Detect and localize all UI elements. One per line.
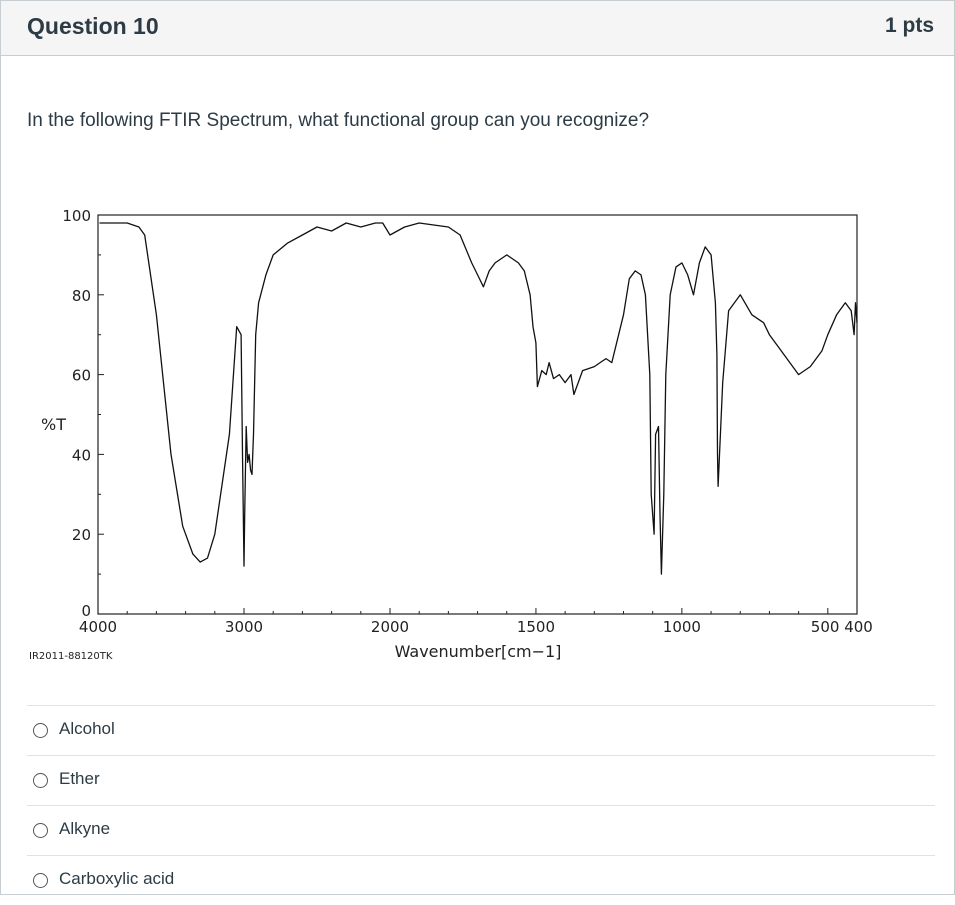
radio-button[interactable] — [33, 823, 48, 838]
answer-option-alkyne[interactable]: Alkyne — [27, 805, 935, 855]
answer-option-ether[interactable]: Ether — [27, 755, 935, 805]
answer-label[interactable]: Alkyne — [59, 819, 111, 838]
answer-label[interactable]: Carboxylic acid — [59, 869, 175, 888]
answer-option-alcohol[interactable]: Alcohol — [27, 705, 935, 755]
question-points: 1 pts — [884, 14, 934, 37]
x-tick-label: 500 400 — [811, 618, 873, 636]
radio-button[interactable] — [33, 873, 48, 888]
answer-label[interactable]: Alcohol — [59, 719, 115, 738]
question-prompt: In the following FTIR Spectrum, what fun… — [27, 110, 650, 131]
x-tick-label: 2000 — [371, 618, 409, 636]
radio-button[interactable] — [33, 723, 48, 738]
y-tick-label: 20 — [72, 526, 91, 544]
answer-list: Alcohol Ether Alkyne Carboxylic acid — [27, 705, 935, 905]
x-tick-label: 1500 — [517, 618, 555, 636]
y-tick-label: 60 — [72, 367, 91, 385]
y-tick-label: 80 — [72, 287, 91, 305]
x-axis-ticks: 4000 3000 2000 1500 1000 500 400 — [79, 608, 873, 636]
x-tick-label: 1000 — [663, 618, 701, 636]
x-tick-label: 4000 — [79, 618, 117, 636]
y-axis-label: %T — [41, 415, 66, 434]
y-tick-label: 40 — [72, 446, 91, 464]
sample-id: IR2011-88120TK — [29, 651, 113, 662]
spectrum-line — [99, 222, 858, 575]
answer-label[interactable]: Ether — [59, 769, 100, 788]
x-axis-label: Wavenumber[cm−1] — [395, 642, 562, 661]
y-tick-label: 0 — [81, 602, 91, 620]
question-title: Question 10 — [27, 13, 159, 39]
ftir-spectrum-chart: 100 80 60 40 20 0 4000 3000 2000 1500 1000 500 400… — [29, 207, 873, 662]
x-tick-label: 3000 — [225, 618, 263, 636]
y-tick-label: 100 — [62, 207, 91, 225]
answer-option-carboxylic-acid[interactable]: Carboxylic acid — [27, 855, 935, 905]
y-axis-ticks: 100 80 60 40 20 0 — [62, 207, 104, 620]
question-header: Question 10 1 pts — [1, 1, 954, 56]
radio-button[interactable] — [33, 773, 48, 788]
